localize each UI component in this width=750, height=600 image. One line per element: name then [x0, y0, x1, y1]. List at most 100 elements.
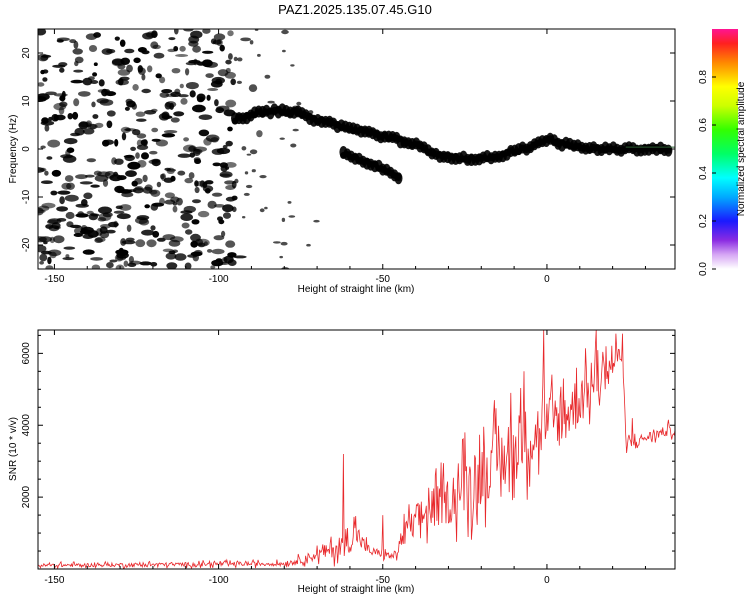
ridge-blob: [556, 143, 560, 145]
noise-blob: [170, 91, 181, 98]
ridge-blob: [300, 112, 304, 114]
noise-blob: [185, 68, 190, 76]
side-branch-blob: [392, 172, 398, 176]
ridge-blob: [398, 138, 403, 140]
noise-blob: [205, 73, 214, 78]
ridge-blob: [256, 111, 261, 113]
ridge-blob: [528, 144, 533, 148]
noise-blob: [166, 262, 178, 269]
ridge-blob: [414, 142, 419, 144]
noise-blob: [192, 254, 199, 262]
ridge-blob: [402, 139, 407, 141]
noise-blob: [184, 177, 194, 184]
noise-blob: [183, 29, 194, 32]
noise-blob: [192, 199, 201, 204]
noise-blob: [296, 101, 302, 106]
noise-blob: [114, 36, 120, 41]
colorbar-tick-label: 0.4: [698, 166, 709, 180]
noise-blob: [213, 235, 225, 241]
noise-blob: [126, 224, 132, 232]
noise-blob: [164, 192, 175, 199]
noise-blob: [136, 118, 147, 122]
noise-blob: [173, 46, 179, 52]
noise-blob: [90, 213, 100, 217]
ridge-blob: [532, 141, 537, 145]
noise-blob: [75, 174, 88, 180]
noise-blob: [160, 173, 165, 180]
noise-blob: [70, 132, 81, 137]
ridge-blob: [497, 155, 501, 157]
ridge-blob: [304, 114, 308, 117]
colorbar: 0.0 0.2 0.4 0.6 0.8 Normalized spectral ampl…: [698, 29, 747, 276]
noise-blob: [179, 45, 186, 52]
colorbar-tick-label: 0.0: [698, 262, 709, 276]
ridge-blob: [331, 122, 336, 124]
ridge-blob: [390, 135, 396, 139]
noise-blob: [210, 265, 216, 269]
noise-blob: [151, 158, 161, 163]
noise-blob: [282, 49, 286, 53]
ridge-blob: [354, 129, 360, 133]
x-tick-label: -150: [44, 274, 64, 285]
noise-blob: [288, 215, 296, 218]
ridge-blob: [591, 147, 596, 149]
noise-blob: [144, 184, 153, 191]
ridge-blob: [429, 153, 435, 157]
noise-blob: [224, 162, 237, 168]
noise-blob: [135, 152, 140, 159]
noise-blob: [173, 111, 185, 117]
noise-blob: [281, 217, 286, 222]
ridge-blob: [422, 149, 426, 151]
noise-blob: [306, 243, 311, 247]
noise-blob: [203, 241, 208, 246]
noise-blob: [181, 222, 190, 229]
noise-blob: [192, 104, 206, 113]
ridge-blob: [287, 109, 293, 113]
side-branch-blob: [364, 159, 370, 163]
noise-blob: [179, 83, 184, 89]
noise-blob: [163, 177, 174, 183]
noise-blob: [164, 102, 172, 110]
ridge-blob: [473, 159, 478, 161]
noise-blob: [40, 250, 52, 255]
noise-blob: [161, 89, 173, 94]
noise-blob: [204, 188, 211, 194]
noise-blob: [144, 110, 157, 115]
side-branch-blob: [388, 171, 393, 173]
noise-blob: [170, 117, 180, 123]
ridge-blob: [599, 149, 604, 152]
noise-blob: [73, 69, 84, 73]
noise-blob: [192, 45, 202, 53]
noise-blob: [159, 92, 170, 98]
noise-blob: [165, 252, 177, 260]
ridge-blob: [465, 157, 470, 159]
ridge-blob: [524, 146, 529, 148]
noise-blob: [108, 221, 119, 228]
ridge-blob: [303, 115, 309, 119]
side-branch-blob: [392, 176, 397, 178]
noise-blob: [66, 221, 74, 228]
ridge-blob: [449, 157, 454, 159]
noise-blob: [137, 65, 143, 73]
ridge-blob: [544, 138, 549, 141]
noise-blob: [50, 190, 58, 196]
ridge-blob: [646, 150, 651, 152]
ridge-blob: [516, 149, 521, 151]
ridge-blob: [555, 139, 561, 143]
ridge-blob: [394, 137, 399, 139]
noise-blob: [39, 261, 44, 265]
noise-blob: [183, 144, 197, 153]
y-tick-label: 2000: [21, 486, 32, 509]
ridge-blob: [568, 146, 572, 148]
ridge-blob: [524, 147, 530, 151]
side-branch-blob: [361, 162, 365, 164]
noise-blob: [241, 146, 247, 151]
ridge-blob: [622, 149, 628, 153]
noise-blob: [138, 218, 150, 226]
ridge-blob: [477, 157, 482, 159]
ridge-blob: [520, 148, 525, 150]
noise-blob: [222, 144, 228, 149]
noise-blob: [46, 156, 53, 160]
colorbar-gradient: [712, 29, 738, 269]
